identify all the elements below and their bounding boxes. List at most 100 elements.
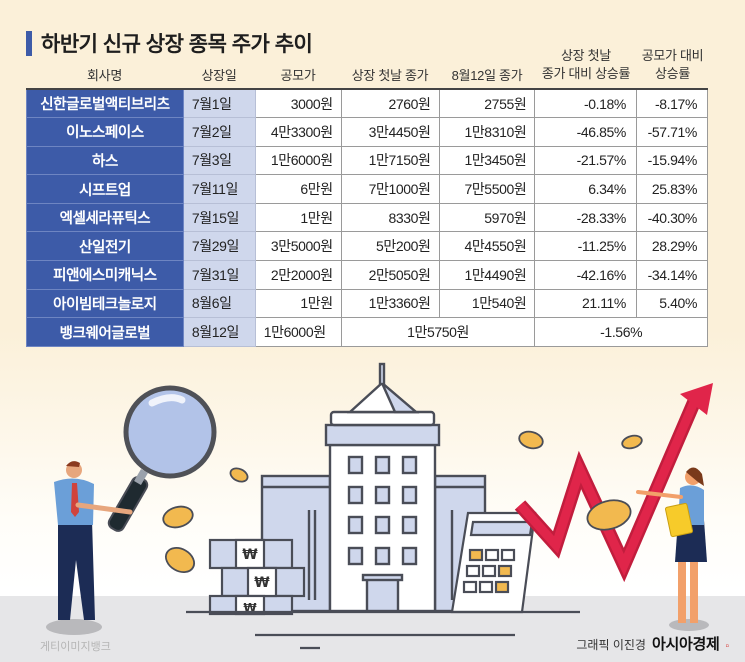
cell-first-day-close: 2760원 [340,88,440,119]
cell-aug12-close: 7만5500원 [438,174,536,204]
cell-rise-vs-ipo: -34.14% [635,260,709,290]
cell-company: 뱅크웨어글로벌 [26,317,184,347]
businessman-figure [46,461,133,635]
cell-listing-date: 7월15일 [182,202,256,233]
cell-rise-vs-ipo: -40.30% [635,202,709,233]
cell-ipo-price: 4만3300원 [254,117,342,147]
cell-ipo-price: 1만원 [254,202,342,233]
header-aug12-close: 8월12일 종가 [451,68,523,83]
table-row-last: 뱅크웨어글로벌 8월12일 1만6000원 1만5750원 -1.56% [26,317,708,347]
money-stack-icon: ₩ ₩ ₩ [208,538,306,616]
cell-company: 엑셀세라퓨틱스 [26,202,184,233]
cell-rise-vs-ipo: -15.94% [635,145,709,176]
svg-text:₩: ₩ [242,547,258,563]
cell-company: 하스 [26,145,184,176]
cell-ipo-price: 1만6000원 [254,317,342,347]
cell-rise-vs-ipo: 25.83% [635,174,709,204]
header-line: 공모가 대비 [641,47,704,63]
cell-aug12-close: 1만540원 [438,288,536,319]
header-listing-date: 상장일 [201,68,237,83]
ipo-stock-table: 신한글로벌액티브리츠 7월1일 3000원 2760원 2755원 -0.18% -8.17… [26,88,709,347]
cell-first-day-close: 2만5050원 [340,260,440,290]
header-rise-vs-first-day: 상장 첫날 종가 대비 상승률 [535,44,637,89]
cell-company: 아이빔테크놀로지 [26,288,184,319]
cell-company: 시프트업 [26,174,184,204]
table-row: 엑셀세라퓨틱스 7월15일 1만원 8330원 5970원 -28.33% -40.30% [26,202,709,233]
table-row: 산일전기 7월29일 3만5000원 5만200원 4만4550원 -11.25% 28.2… [26,231,709,262]
table-row: 시프트업 7월11일 6만원 7만1000원 7만5500원 6.34% 25.83% [26,174,709,204]
rising-arrow-icon [514,383,713,583]
page-title: 하반기 신규 상장 종목 주가 추이 [41,33,313,56]
table-row: 피앤에스미캐닉스 7월31일 2만2000원 2만5050원 1만4490원 -42.16… [26,260,709,290]
cell-aug12-close: 2755원 [438,88,536,119]
cell-aug12-close: 5970원 [438,202,536,233]
magnifying-glass-icon [107,385,217,532]
cell-listing-date: 7월1일 [182,88,256,119]
cell-listing-date: 8월12일 [182,317,256,347]
cell-ipo-price: 1만6000원 [254,145,342,176]
graphic-credit-author: 그래픽 이진경 [576,638,646,652]
table-row: 신한글로벌액티브리츠 7월1일 3000원 2760원 2755원 -0.18% -8.17… [26,88,709,119]
header-first-day-close: 상장 첫날 종가 [351,68,429,83]
cell-rise-vs-ipo: 28.29% [635,231,709,262]
cell-listing-date: 8월6일 [182,288,256,319]
ground-lines [186,610,580,650]
table-row: 이노스페이스 7월2일 4만3300원 3만4450원 1만8310원 -46.85% -5… [26,117,709,147]
cell-rise-vs-first-day: -28.33% [534,202,637,233]
header-line: 상승률 [655,65,690,81]
header-line: 종가 대비 상승률 [541,65,631,81]
cell-listing-date: 7월3일 [182,145,256,176]
table-row: 아이빔테크놀로지 8월6일 1만원 1만3360원 1만540원 21.11% 5.40% [26,288,709,319]
cell-rise-vs-first-day: 6.34% [534,174,637,204]
title-block: 하반기 신규 상장 종목 주가 추이 [26,30,313,56]
cell-rise-vs-ipo: -8.17% [635,88,709,119]
cell-ipo-price: 3000원 [254,88,342,119]
title-accent-bar [26,30,32,56]
cell-rise-vs-first-day: -21.57% [534,145,637,176]
illustration: ₩ ₩ ₩ [46,362,713,650]
brand-mark-icon: ▫ [725,641,729,652]
cell-company: 이노스페이스 [26,117,184,147]
cell-rise-vs-first-day: -42.16% [534,260,637,290]
header-line: 상장 첫날 [561,47,611,63]
cell-ipo-price: 1만원 [254,288,342,319]
cell-rise-vs-first-day: 21.11% [534,288,637,319]
cell-rise-vs-ipo: 5.40% [635,288,709,319]
cell-first-day-close: 5만200원 [340,231,440,262]
calculator-icon [450,511,537,614]
cell-first-day-close: 1만7150원 [340,145,440,176]
cell-rise-vs-first-day: -0.18% [534,88,637,119]
cell-listing-date: 7월29일 [182,231,256,262]
cell-company: 피앤에스미캐닉스 [26,260,184,290]
cell-first-day-close: 7만1000원 [340,174,440,204]
cell-listing-date: 7월31일 [182,260,256,290]
businesswoman-figure [636,467,709,631]
cell-rise-merged: -1.56% [534,317,708,347]
brand-logo-text: 아시아경제 [651,636,720,653]
cell-ipo-price: 3만5000원 [254,231,342,262]
cell-first-day-close: 3만4450원 [340,117,440,147]
svg-text:₩: ₩ [254,575,270,591]
cell-ipo-price: 6만원 [254,174,342,204]
cell-rise-vs-first-day: -11.25% [534,231,637,262]
cell-listing-date: 7월11일 [182,174,256,204]
header-rise-vs-ipo: 공모가 대비 상승률 [637,44,708,89]
cell-ipo-price: 2만2000원 [254,260,342,290]
header-ipo-price: 공모가 [280,68,316,83]
cell-rise-vs-ipo: -57.71% [635,117,709,147]
graphic-credit: 그래픽 이진경 아시아경제 ▫ [576,633,729,654]
cell-aug12-close: 4만4550원 [438,231,536,262]
header-company: 회사명 [87,68,122,83]
cell-company: 산일전기 [26,231,184,262]
cell-listing-date: 7월2일 [182,117,256,147]
table-row: 하스 7월3일 1만6000원 1만7150원 1만3450원 -21.57% -15.94… [26,145,709,176]
cell-close-merged: 1만5750원 [340,317,536,347]
cell-aug12-close: 1만4490원 [438,260,536,290]
cell-aug12-close: 1만3450원 [438,145,536,176]
cell-aug12-close: 1만8310원 [438,117,536,147]
cell-rise-vs-first-day: -46.85% [534,117,637,147]
cell-company: 신한글로벌액티브리츠 [26,88,184,119]
cell-first-day-close: 8330원 [340,202,440,233]
image-source-credit: 게티이미지뱅크 [40,641,111,653]
coin-icon [162,430,643,574]
